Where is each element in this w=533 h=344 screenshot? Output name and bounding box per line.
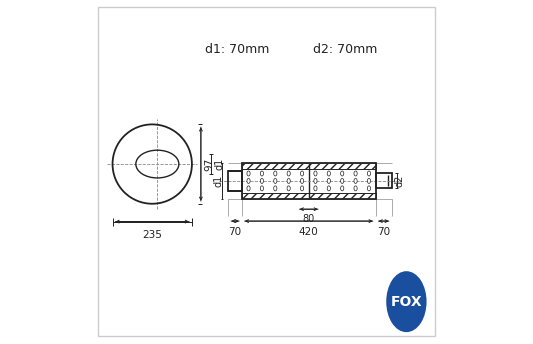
Ellipse shape [341, 171, 344, 176]
Bar [242, 193, 376, 199]
Text: d1: d1 [214, 158, 224, 170]
Text: 420: 420 [299, 227, 319, 237]
Ellipse shape [367, 186, 370, 191]
Ellipse shape [260, 186, 263, 191]
Ellipse shape [247, 179, 250, 183]
Text: FOX: FOX [391, 295, 422, 309]
Ellipse shape [354, 186, 357, 191]
Text: 70: 70 [377, 227, 390, 237]
Text: d2: d2 [395, 175, 405, 187]
Ellipse shape [260, 171, 263, 176]
Ellipse shape [247, 186, 250, 191]
Bar [242, 163, 376, 199]
Ellipse shape [247, 171, 250, 176]
Ellipse shape [274, 179, 277, 183]
Ellipse shape [260, 179, 263, 183]
Bar [242, 163, 376, 169]
Ellipse shape [327, 186, 330, 191]
Ellipse shape [301, 171, 304, 176]
Ellipse shape [287, 171, 290, 176]
Ellipse shape [314, 186, 317, 191]
Ellipse shape [287, 186, 290, 191]
Ellipse shape [301, 179, 304, 183]
Ellipse shape [274, 171, 277, 176]
Bar [376, 173, 392, 189]
Text: d2: 70mm: d2: 70mm [313, 43, 378, 56]
Text: d1: d1 [214, 175, 224, 187]
Ellipse shape [341, 186, 344, 191]
Text: d1: 70mm: d1: 70mm [205, 43, 269, 56]
Ellipse shape [387, 272, 425, 331]
Ellipse shape [274, 186, 277, 191]
Bar [229, 171, 242, 191]
Text: 97: 97 [205, 158, 215, 171]
Text: 70: 70 [229, 227, 241, 237]
Ellipse shape [314, 179, 317, 183]
Ellipse shape [301, 186, 304, 191]
Text: 235: 235 [142, 229, 162, 239]
Ellipse shape [327, 171, 330, 176]
Ellipse shape [327, 179, 330, 183]
Ellipse shape [354, 179, 357, 183]
Ellipse shape [341, 179, 344, 183]
Ellipse shape [314, 171, 317, 176]
Ellipse shape [367, 171, 370, 176]
Ellipse shape [287, 179, 290, 183]
Ellipse shape [354, 171, 357, 176]
Text: 80: 80 [303, 214, 315, 224]
Ellipse shape [367, 179, 370, 183]
